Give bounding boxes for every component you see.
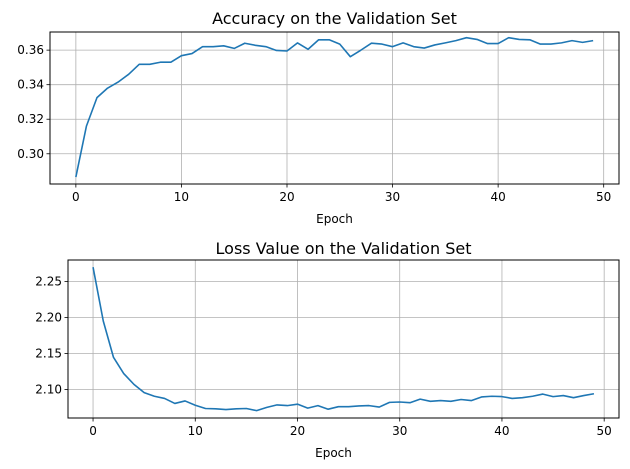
accuracy-ytick-label: 0.34 xyxy=(17,78,44,92)
accuracy-ticks: 0 10 20 30 40 50 0.30 0.32 0.34 0.36 xyxy=(17,43,611,204)
loss-subplot: Loss Value on the Validation Set 0 10 20 30… xyxy=(35,239,620,460)
loss-plot xyxy=(92,267,595,412)
loss-xtick-label: 0 xyxy=(89,424,97,438)
accuracy-title: Accuracy on the Validation Set xyxy=(212,9,457,28)
loss-xtick-label: 10 xyxy=(188,424,203,438)
loss-axes-frame xyxy=(67,259,620,419)
accuracy-series-line xyxy=(75,36,594,178)
accuracy-subplot: Accuracy on the Validation Set 0 10 20 30 40… xyxy=(17,9,620,226)
loss-title: Loss Value on the Validation Set xyxy=(216,239,472,258)
accuracy-ytick-label: 0.32 xyxy=(17,112,44,126)
loss-xlabel: Epoch xyxy=(315,446,352,460)
accuracy-xtick-label: 20 xyxy=(279,190,294,204)
loss-xtick-label: 30 xyxy=(392,424,407,438)
loss-ticks: 0 10 20 30 40 50 2.10 2.15 2.20 2.25 xyxy=(35,274,612,438)
loss-xtick-label: 40 xyxy=(494,424,509,438)
loss-ytick-label: 2.25 xyxy=(35,274,62,288)
accuracy-grid xyxy=(50,32,619,184)
accuracy-xlabel: Epoch xyxy=(316,212,353,226)
accuracy-xtick-label: 0 xyxy=(72,190,80,204)
accuracy-ytick-label: 0.36 xyxy=(17,43,44,57)
accuracy-xtick-label: 30 xyxy=(385,190,400,204)
loss-xtick-label: 20 xyxy=(290,424,305,438)
loss-ytick-label: 2.15 xyxy=(35,346,62,360)
accuracy-xtick-label: 50 xyxy=(596,190,611,204)
accuracy-xtick-label: 40 xyxy=(490,190,505,204)
loss-grid xyxy=(68,260,619,418)
loss-ytick-label: 2.10 xyxy=(35,382,62,396)
accuracy-ytick-label: 0.30 xyxy=(17,147,44,161)
loss-xtick-label: 50 xyxy=(597,424,612,438)
accuracy-plot xyxy=(75,36,594,178)
loss-ytick-label: 2.20 xyxy=(35,310,62,324)
accuracy-xtick-label: 10 xyxy=(174,190,189,204)
loss-series-line xyxy=(92,267,595,412)
accuracy-axes-frame xyxy=(49,31,620,185)
